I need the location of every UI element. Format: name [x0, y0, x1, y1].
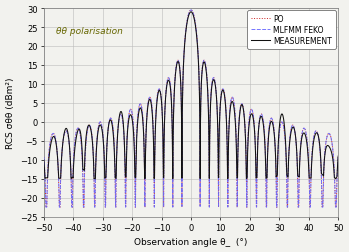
PO: [44, 206, 48, 209]
MLFMM FEKO: [233, 117, 237, 120]
MEASUREMENT: [154, 108, 158, 111]
MLFMM FEKO: [218, 101, 223, 104]
Text: θθ polarisation: θθ polarisation: [55, 27, 122, 36]
MLFMM FEKO: [261, 122, 266, 125]
X-axis label: Observation angle θ_  (°): Observation angle θ_ (°): [134, 237, 248, 246]
MEASUREMENT: [233, 122, 237, 125]
PO: [189, 9, 193, 12]
PO: [218, 101, 223, 104]
PO: [154, 105, 158, 108]
MLFMM FEKO: [154, 105, 158, 108]
MLFMM FEKO: [95, 133, 99, 136]
MLFMM FEKO: [189, 9, 193, 12]
PO: [336, 156, 340, 159]
MEASUREMENT: [95, 136, 99, 139]
MEASUREMENT: [93, 177, 97, 180]
Line: MLFMM FEKO: MLFMM FEKO: [44, 11, 338, 207]
MEASUREMENT: [189, 11, 193, 14]
Y-axis label: RCS σθθ (dBm²): RCS σθθ (dBm²): [6, 77, 15, 148]
PO: [261, 122, 266, 125]
Line: MEASUREMENT: MEASUREMENT: [44, 13, 338, 179]
Legend: PO, MLFMM FEKO, MEASUREMENT: PO, MLFMM FEKO, MEASUREMENT: [247, 11, 336, 50]
PO: [233, 117, 237, 120]
MEASUREMENT: [261, 126, 266, 129]
MLFMM FEKO: [284, 153, 288, 156]
MLFMM FEKO: [336, 156, 340, 159]
PO: [284, 153, 288, 156]
MEASUREMENT: [284, 150, 288, 153]
Line: PO: PO: [44, 11, 338, 207]
PO: [42, 156, 46, 159]
MEASUREMENT: [336, 155, 340, 158]
PO: [95, 133, 99, 136]
MEASUREMENT: [42, 159, 46, 162]
MLFMM FEKO: [44, 206, 48, 209]
MEASUREMENT: [218, 101, 223, 104]
MLFMM FEKO: [42, 156, 46, 159]
